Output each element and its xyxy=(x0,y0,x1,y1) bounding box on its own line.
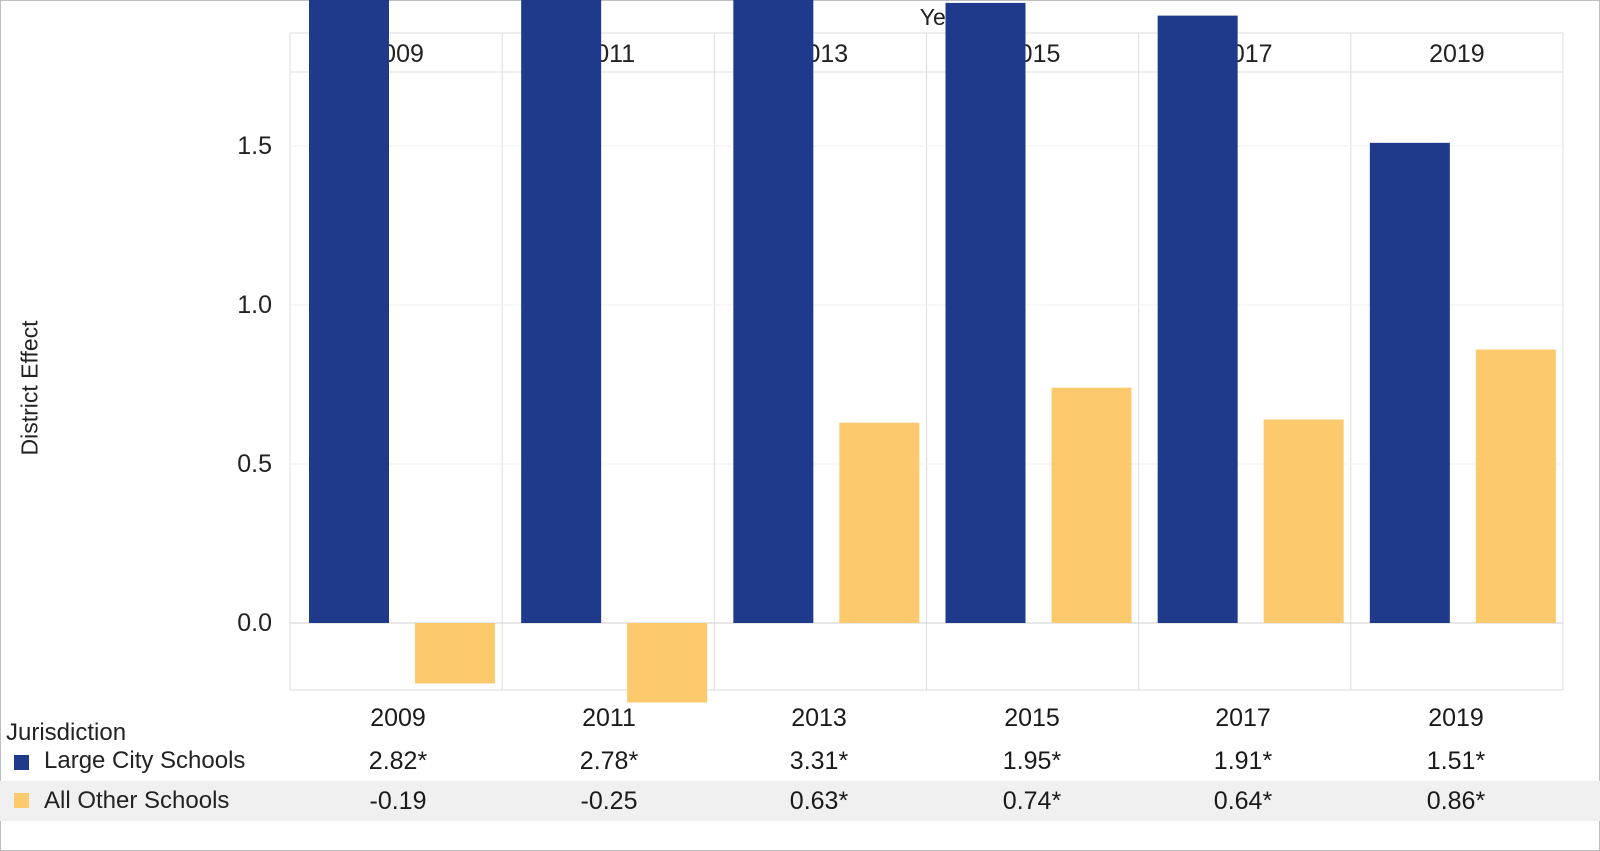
table-year-header: 2013 xyxy=(791,704,847,732)
x-category-label: 2019 xyxy=(1429,40,1485,68)
legend-swatch-all-other xyxy=(14,793,29,808)
table-year-header: 2011 xyxy=(582,704,636,732)
legend-label-all-other: All Other Schools xyxy=(44,787,230,814)
table-year-header: 2015 xyxy=(1004,704,1060,732)
bar-large-city xyxy=(521,0,602,624)
bar-all-other xyxy=(1475,349,1556,623)
y-tick-label: 1.0 xyxy=(237,291,272,319)
y-tick-label: 0.5 xyxy=(237,450,272,478)
table-cell: -0.19 xyxy=(369,787,427,815)
table-cell: -0.25 xyxy=(580,787,638,815)
legend-swatch-large-city xyxy=(14,755,29,770)
table-year-header: 2009 xyxy=(370,704,426,732)
legend-label-large-city: Large City Schools xyxy=(44,747,246,774)
table-year-header: 2017 xyxy=(1215,704,1271,732)
table-cell: 0.64* xyxy=(1213,787,1273,815)
table-cell: 1.95* xyxy=(1002,747,1062,775)
bar-large-city xyxy=(1157,15,1238,624)
table-cell: 0.74* xyxy=(1002,787,1062,815)
y-tick-label: 0.0 xyxy=(237,609,272,637)
table-cell: 1.51* xyxy=(1426,747,1486,775)
bar-all-other xyxy=(627,623,708,703)
table-cell: 1.91* xyxy=(1213,747,1273,775)
table-row-large-city: Large City Schools 2.82* 2.78* 3.31* 1.9… xyxy=(0,741,1600,781)
table-row-all-other: All Other Schools -0.19 -0.25 0.63* 0.74… xyxy=(0,781,1600,821)
bar-large-city xyxy=(309,0,389,623)
y-axis-label: District Effect xyxy=(16,320,43,456)
bar-all-other xyxy=(1051,387,1132,623)
bar-large-city xyxy=(1369,142,1450,623)
table-cell: 0.63* xyxy=(789,787,849,815)
y-tick-label: 1.5 xyxy=(237,132,272,160)
table-year-header: 2019 xyxy=(1428,704,1484,732)
bar-large-city xyxy=(945,2,1026,623)
table-cell: 2.82* xyxy=(368,747,428,775)
table-cell: 2.78* xyxy=(579,747,639,775)
bar-all-other xyxy=(839,422,920,623)
table-header-row: 2009 2011 2013 2015 2017 2019 xyxy=(0,698,1600,738)
y-tick-label: 2.0 xyxy=(237,0,272,1)
table-cell: 3.31* xyxy=(789,747,849,775)
bar-all-other xyxy=(415,623,495,684)
table-title: Jurisdiction xyxy=(6,719,127,746)
table-cell: 0.86* xyxy=(1426,787,1486,815)
bar-all-other xyxy=(1263,419,1344,623)
bar-large-city xyxy=(733,0,814,623)
bar-chart: 0.00.51.01.52.02.53.02009201120132015201… xyxy=(237,0,1564,703)
